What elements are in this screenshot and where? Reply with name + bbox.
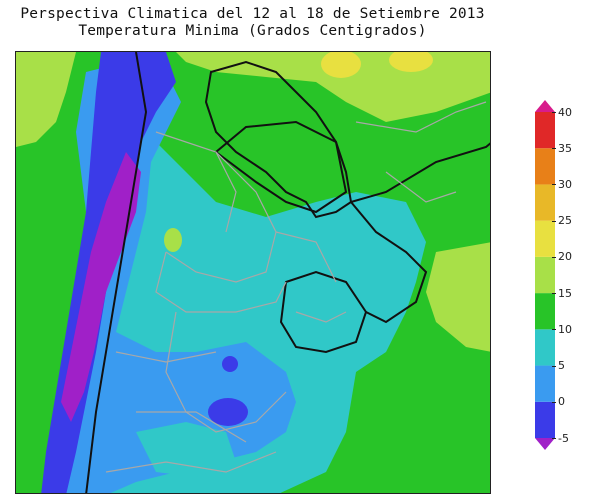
colorbar-band-3 bbox=[535, 293, 555, 330]
colorbar-band-7 bbox=[535, 148, 555, 185]
colorbar-tick-label: 10 bbox=[558, 322, 572, 336]
colorbar-band-6 bbox=[535, 184, 555, 221]
colorbar-tick-label: 35 bbox=[558, 141, 572, 155]
colorbar-tick-label: 15 bbox=[558, 286, 572, 300]
colorbar-tick-label: 0 bbox=[558, 395, 565, 409]
zone-15-20-ocean bbox=[426, 242, 490, 352]
colorbar-tick-label: -5 bbox=[558, 431, 569, 445]
colorbar-tick-mark bbox=[552, 438, 556, 439]
colorbar-bottom-arrow bbox=[535, 438, 555, 450]
zone-below-minus5 bbox=[61, 152, 141, 422]
temperature-map bbox=[15, 51, 491, 494]
zone-20-25-b bbox=[389, 52, 433, 72]
cold-spot-a bbox=[208, 398, 248, 426]
colorbar-tick-mark bbox=[552, 112, 556, 113]
colorbar-top-arrow bbox=[535, 100, 555, 112]
warm-spot bbox=[164, 228, 182, 252]
colorbar-tick-mark bbox=[552, 256, 556, 258]
province-borders bbox=[105, 101, 487, 473]
map-subtitle: Temperatura Minima (Grados Centigrados) bbox=[78, 23, 427, 39]
colorbar-tick-label: 40 bbox=[558, 105, 572, 119]
colorbar-tick-mark bbox=[552, 401, 556, 403]
colorbar-tick-mark bbox=[552, 220, 556, 222]
zone-15-20-west bbox=[16, 52, 76, 147]
colorbar-tick-mark bbox=[552, 365, 556, 367]
colorbar-band-8 bbox=[535, 112, 555, 149]
colorbar-band-5 bbox=[535, 220, 555, 257]
colorbar-tick-mark bbox=[552, 184, 556, 186]
colorbar-tick-label: 20 bbox=[558, 250, 572, 264]
colorbar-tick-label: 25 bbox=[558, 214, 572, 228]
colorbar-tick-mark bbox=[552, 148, 556, 150]
cold-spot-b bbox=[222, 356, 238, 372]
country-borders bbox=[85, 52, 490, 493]
colorbar-tick-mark bbox=[552, 329, 556, 331]
colorbar-tick-label: 5 bbox=[558, 359, 565, 373]
map-title: Perspectiva Climatica del 12 al 18 de Se… bbox=[20, 6, 485, 22]
colorbar-tick-label: 30 bbox=[558, 177, 572, 191]
zone-20-25-a bbox=[321, 52, 361, 78]
colorbar-band-0 bbox=[535, 401, 555, 438]
colorbar-band-4 bbox=[535, 256, 555, 294]
colorbar-tick-mark bbox=[552, 293, 556, 295]
colorbar-band-2 bbox=[535, 329, 555, 366]
colorbar bbox=[535, 100, 555, 450]
colorbar-band-1 bbox=[535, 365, 555, 402]
